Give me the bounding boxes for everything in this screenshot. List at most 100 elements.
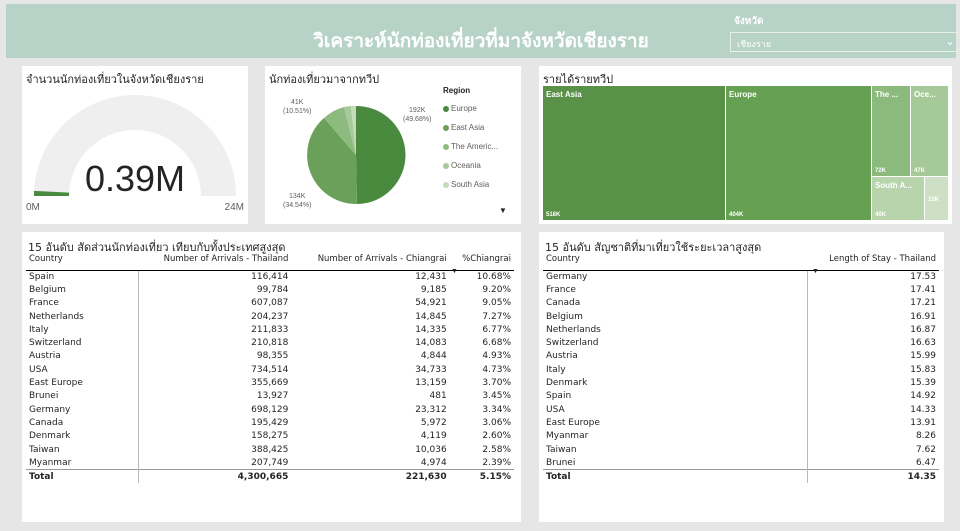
cell-value: 5,972 (420, 417, 447, 428)
treemap-cell-east-asia[interactable]: East Asia 518K (543, 86, 725, 220)
sort-descending-icon[interactable]: ▼ (812, 268, 819, 275)
table-row[interactable]: Austria 15.99 (543, 349, 939, 364)
stay-table: Country Length of Stay - Thailand German… (543, 254, 939, 484)
table-row[interactable]: Myanmar 8.26 (543, 429, 939, 443)
cell-country: Italy (546, 364, 566, 375)
pie-slice-east-asia (307, 118, 357, 205)
table-row[interactable]: Switzerland 210,818 14,083 6.68% (26, 336, 514, 350)
table-row[interactable]: France 17.41 (543, 283, 939, 297)
table-row[interactable]: Spain 116,414 12,431 10.68% (26, 270, 514, 284)
treemap-cell-south-asia[interactable]: South A... 40K (872, 177, 924, 220)
treemap-cell-europe[interactable]: Europe 404K (726, 86, 871, 220)
table-row[interactable]: Italy 211,833 14,335 6.77% (26, 323, 514, 337)
cell-country: Denmark (546, 378, 588, 389)
treemap-cell-americas[interactable]: The ... 72K (872, 86, 910, 176)
treemap-cell-value: 15K (928, 197, 940, 203)
cell-value: 3.34% (482, 404, 511, 415)
legend-title: Region (443, 86, 471, 95)
cell-value: 355,669 (137, 376, 292, 390)
legend-item-oceania[interactable]: Oceania (443, 161, 481, 170)
cell-country: Myanmar (546, 431, 589, 442)
table-row[interactable]: Germany 698,129 23,312 3.34% (26, 402, 514, 417)
table-row[interactable]: Taiwan 388,425 10,036 2.58% (26, 442, 514, 457)
table-row[interactable]: Taiwan 7.62 (543, 442, 939, 457)
column-header-country[interactable]: Country (26, 254, 138, 271)
table-row[interactable]: Spain 14.92 (543, 389, 939, 403)
treemap-cell-oceania[interactable]: Oce... 47K (911, 86, 948, 176)
table-row[interactable]: Netherlands 16.87 (543, 323, 939, 337)
cell-value: 14,335 (415, 324, 447, 335)
ratio-table-card[interactable]: 15 อันดับ สัดส่วนนักท่องเที่ยว เทียบกับท… (22, 232, 521, 522)
table-row[interactable]: Denmark 15.39 (543, 376, 939, 390)
pie-slice-south-asia (351, 105, 356, 155)
table-row[interactable]: Myanmar 207,749 4,974 2.39% (26, 456, 514, 470)
table-row[interactable]: Canada 17.21 (543, 296, 939, 310)
column-header-pct-chiangrai[interactable]: %Chiangrai (449, 254, 514, 271)
cell-country: Canada (29, 417, 64, 428)
legend-item-europe[interactable]: Europe (443, 104, 477, 113)
cell-country: Switzerland (29, 338, 82, 349)
cell-value: 8.26 (806, 429, 939, 443)
gauge-value: 0.39M (84, 158, 186, 199)
table-row[interactable]: Austria 98,355 4,844 4.93% (26, 349, 514, 364)
table-row[interactable]: Brunei 6.47 (543, 456, 939, 470)
column-header-country[interactable]: Country (543, 254, 807, 271)
cell-country: Taiwan (546, 444, 577, 455)
cell-value: 481 (429, 391, 447, 402)
treemap-card[interactable]: รายได้รายทวีป East Asia 518K Europe 404K… (539, 66, 952, 224)
province-slicer-label: จังหวัด (734, 16, 764, 27)
gauge-min-label: 0M (26, 202, 40, 213)
pie-label-europe-value: 192K (409, 107, 426, 114)
legend-item-south-asia[interactable]: South Asia (443, 180, 489, 189)
cell-value: 17.21 (806, 296, 939, 310)
ratio-table-title: 15 อันดับ สัดส่วนนักท่องเที่ยว เทียบกับท… (28, 241, 286, 254)
cell-value: 4.73% (482, 364, 511, 375)
table-row[interactable]: Belgium 16.91 (543, 309, 939, 324)
legend-scroll-down-icon[interactable]: ▼ (499, 206, 507, 215)
cell-value: 99,784 (137, 283, 292, 297)
cell-country: Belgium (546, 311, 583, 322)
table-row[interactable]: Switzerland 16.63 (543, 336, 939, 350)
pie-label-eastasia-value: 134K (289, 193, 306, 200)
treemap-cell-other[interactable]: 15K (925, 177, 948, 220)
legend-label: East Asia (451, 123, 485, 132)
cell-value: 607,087 (137, 296, 292, 310)
sort-descending-icon[interactable]: ▼ (451, 268, 458, 275)
pie-card[interactable]: นักท่องเที่ยวมาจากทวีป 192K (49.68%) 134… (265, 66, 521, 224)
cell-country: Taiwan (29, 444, 60, 455)
table-row[interactable]: Belgium 99,784 9,185 9.20% (26, 283, 514, 297)
column-header-length-of-stay[interactable]: Length of Stay - Thailand (807, 254, 939, 271)
cell-country: Netherlands (29, 311, 84, 322)
gauge-fill (33, 190, 70, 196)
table-row[interactable]: Canada 195,429 5,972 3.06% (26, 416, 514, 430)
cell-value: 14.33 (806, 402, 939, 417)
province-slicer-dropdown[interactable]: เชียงราย ⌄ (730, 32, 960, 52)
table-row[interactable]: Italy 15.83 (543, 363, 939, 377)
legend-label: Europe (451, 104, 477, 113)
chevron-down-icon[interactable]: ⌄ (944, 34, 955, 48)
table-row[interactable]: East Europe 13.91 (543, 416, 939, 430)
cell-country: Germany (29, 404, 71, 415)
table-row[interactable]: Denmark 158,275 4,119 2.60% (26, 429, 514, 443)
region-pie-chart[interactable] (265, 66, 445, 224)
table-row[interactable]: France 607,087 54,921 9.05% (26, 296, 514, 310)
table-row[interactable]: Germany 17.53 (543, 270, 939, 284)
treemap-cell-label: South A... (875, 181, 913, 190)
column-header-arrivals-chiangrai[interactable]: Number of Arrivals - Chiangrai (291, 254, 450, 271)
cell-country: Switzerland (546, 338, 599, 349)
stay-table-card[interactable]: 15 อันดับ สัญชาติที่มาเที่ยวใช้ระยะเวลาส… (539, 232, 944, 522)
table-row[interactable]: East Europe 355,669 13,159 3.70% (26, 376, 514, 390)
column-header-arrivals-thailand[interactable]: Number of Arrivals - Thailand (138, 254, 292, 271)
table-row[interactable]: USA 14.33 (543, 402, 939, 417)
gauge-card[interactable]: จำนวนนักท่องเที่ยวในจังหวัดเชียงราย 0.39… (22, 66, 248, 224)
pie-label-europe-pct: (49.68%) (403, 116, 432, 123)
cell-value: 204,237 (137, 309, 292, 324)
cell-country: Germany (546, 271, 588, 282)
legend-item-americas[interactable]: The Americ... (443, 142, 498, 151)
legend-dot-icon (443, 181, 449, 188)
table-row[interactable]: USA 734,514 34,733 4.73% (26, 363, 514, 377)
table-row[interactable]: Netherlands 204,237 14,845 7.27% (26, 309, 514, 324)
legend-item-east-asia[interactable]: East Asia (443, 123, 484, 132)
table-row[interactable]: Brunei 13,927 481 3.45% (26, 389, 514, 403)
gauge-chart (33, 95, 236, 196)
